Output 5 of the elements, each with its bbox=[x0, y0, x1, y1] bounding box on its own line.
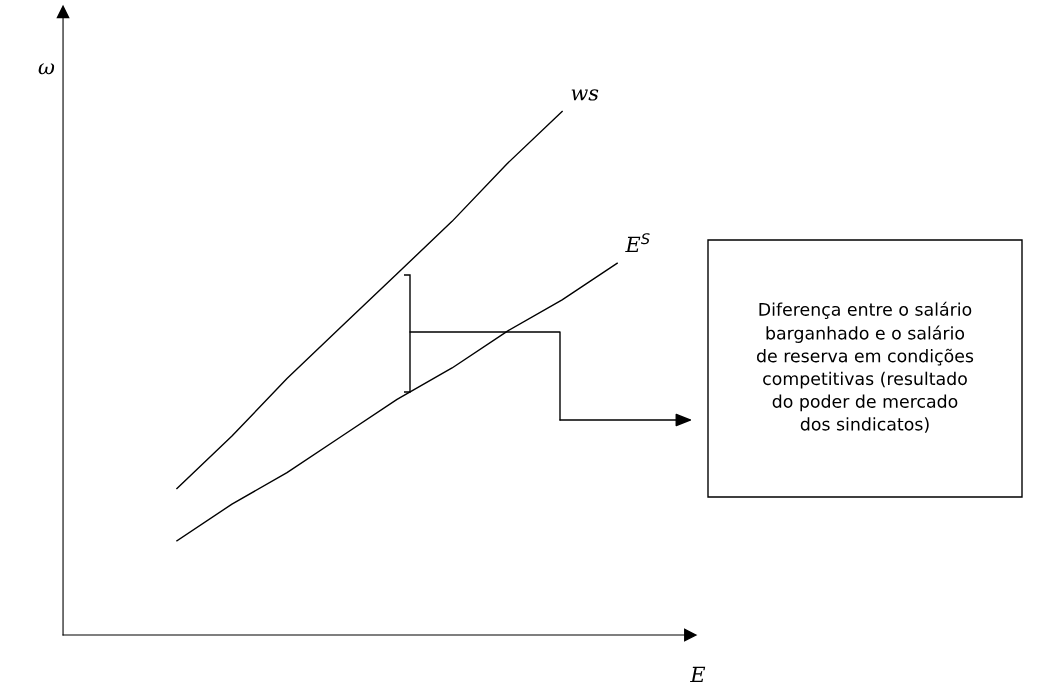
series-label: E$^{S}$ bbox=[625, 233, 650, 252]
series-label: ws bbox=[571, 89, 599, 101]
x-axis-title: E bbox=[690, 666, 706, 683]
text: Diferença entre o salário barganhado e o salário de reserva em condições competitivas (resultado do poder de mercado dos sindicatos) bbox=[756, 301, 974, 433]
y-axis-title: ω bbox=[38, 63, 55, 75]
